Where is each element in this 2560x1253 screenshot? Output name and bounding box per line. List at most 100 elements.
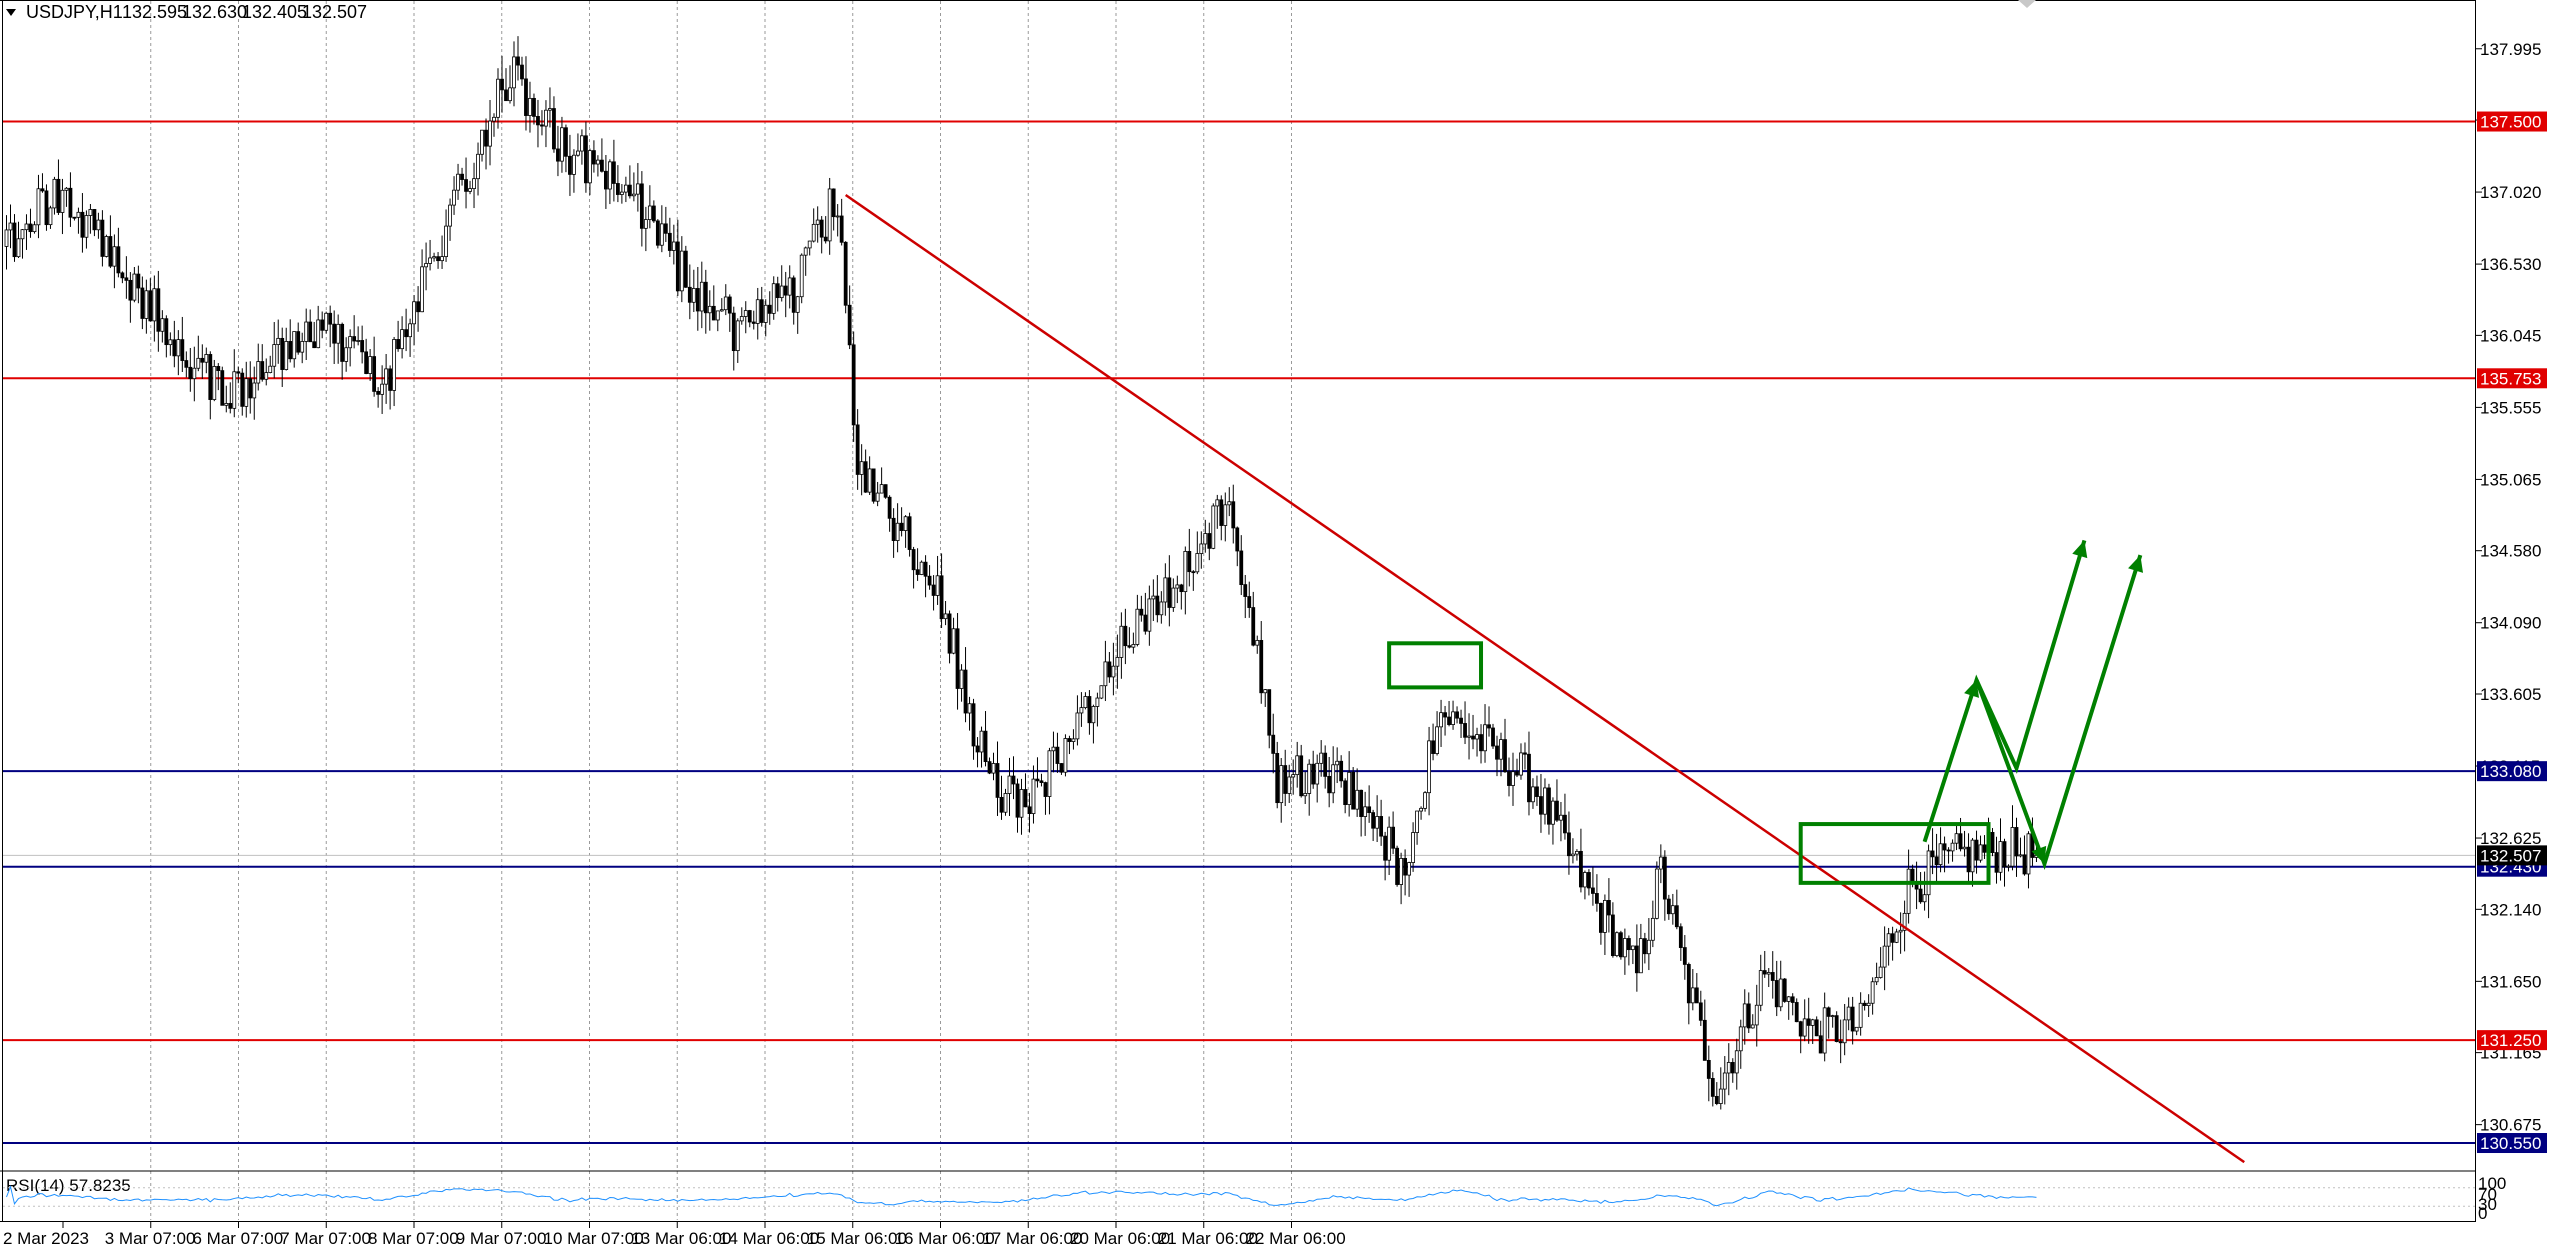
candle-body — [819, 219, 824, 238]
candle-body — [576, 150, 580, 156]
candle-body — [1079, 707, 1084, 714]
candle-body — [883, 484, 888, 498]
candle-body — [604, 170, 608, 190]
candle-body — [1467, 735, 1471, 738]
candle-body — [1099, 685, 1104, 699]
arrow-head — [2128, 555, 2144, 573]
candle-body — [1359, 789, 1364, 817]
shift-marker-icon — [2018, 0, 2036, 8]
candle-body — [779, 285, 784, 299]
candle-body — [1942, 843, 1947, 851]
candle-body — [691, 288, 696, 303]
candle-body — [16, 238, 21, 258]
candle-body — [1367, 806, 1372, 813]
candle-body — [488, 120, 492, 147]
candle-body — [1591, 887, 1595, 894]
annotations — [844, 193, 2245, 1164]
candle-body — [1610, 914, 1615, 957]
candle-body — [715, 310, 720, 321]
candle-body — [468, 188, 472, 192]
dropdown-triangle-icon[interactable] — [6, 9, 16, 16]
time-label: 7 Mar 07:00 — [280, 1229, 371, 1248]
time-label: 2 Mar 2023 — [3, 1229, 89, 1248]
candle-body — [152, 288, 157, 322]
candle-body — [1858, 1002, 1863, 1028]
candle-body — [2018, 854, 2023, 857]
candle-body — [324, 312, 329, 331]
candle-body — [528, 97, 532, 116]
candle-body — [272, 344, 277, 367]
candle-body — [1271, 734, 1276, 754]
candle-body — [1958, 833, 1963, 850]
candle-body — [1107, 661, 1112, 678]
candle-body — [919, 561, 924, 575]
candle-body — [1115, 657, 1120, 667]
candle-body — [1802, 1018, 1807, 1037]
candle-body — [807, 240, 812, 249]
candle-body — [1255, 640, 1260, 646]
candle-body — [244, 378, 249, 407]
level-tag — [2477, 111, 2547, 132]
level-lines — [3, 120, 2476, 1145]
candle-body — [907, 516, 912, 550]
candle-body — [1275, 753, 1280, 804]
candle-body — [839, 215, 844, 243]
candle-body — [388, 368, 393, 391]
candle-body — [1391, 826, 1396, 849]
candle-body — [552, 108, 556, 150]
candle-body — [1974, 839, 1979, 861]
candle-body — [699, 281, 704, 312]
candle-body — [1183, 551, 1188, 593]
candle-body — [1567, 832, 1571, 857]
candle-body — [180, 339, 185, 361]
rsi-scale-label: 100 — [2478, 1174, 2506, 1193]
candle-body — [516, 56, 520, 66]
ohlc-open: 132.595 — [122, 2, 187, 22]
candle-body — [1774, 980, 1779, 1008]
candle-body — [1439, 712, 1443, 728]
ohlc-high: 132.630 — [182, 2, 247, 22]
candle-body — [787, 277, 792, 296]
candle-body — [1902, 912, 1907, 931]
candle-body — [80, 211, 85, 238]
candle-body — [560, 127, 564, 162]
candle-body — [1826, 1007, 1831, 1017]
candle-body — [1087, 696, 1092, 724]
candle-body — [1606, 900, 1611, 916]
candle-body — [36, 188, 41, 226]
candle-body — [1095, 697, 1100, 707]
candle-body — [1355, 789, 1360, 810]
candle-body — [799, 254, 804, 298]
candle-body — [1335, 760, 1340, 766]
candle-body — [1583, 872, 1587, 888]
candle-body — [1195, 553, 1200, 573]
price-tick-label: 137.995 — [2480, 40, 2541, 59]
candle-body — [803, 247, 808, 256]
candle-body — [1638, 938, 1643, 974]
candle-body — [256, 361, 261, 384]
candle-body — [1011, 775, 1016, 785]
candle-body — [1295, 755, 1300, 776]
candle-body — [220, 370, 225, 406]
rsi-scale-label: 0 — [2478, 1204, 2487, 1223]
candle-body — [88, 209, 93, 216]
candle-body — [1878, 966, 1883, 978]
candle-body — [707, 305, 712, 314]
candle-body — [619, 191, 624, 195]
candle-body — [939, 575, 944, 620]
candle-body — [1806, 1018, 1811, 1026]
candle-body — [420, 266, 424, 313]
time-label: 9 Mar 07:00 — [456, 1229, 547, 1248]
candle-body — [1555, 800, 1559, 821]
candle-body — [472, 178, 476, 189]
candle-body — [508, 87, 512, 102]
arrow-head — [2031, 845, 2047, 864]
candle-body — [1455, 711, 1459, 719]
candle-body — [1443, 712, 1447, 718]
candle-body — [1083, 696, 1088, 709]
candle-body — [1159, 601, 1164, 616]
rsi-label: RSI(14) 57.8235 — [6, 1176, 131, 1195]
candle-body — [1171, 587, 1176, 608]
